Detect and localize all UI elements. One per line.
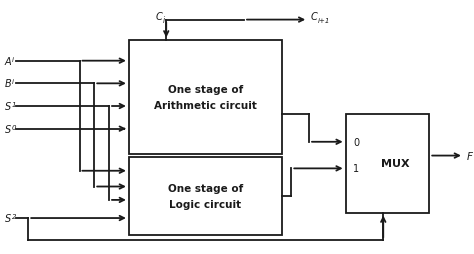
Text: B: B (5, 79, 11, 89)
Text: MUX: MUX (381, 159, 410, 169)
Text: i: i (162, 16, 164, 25)
Bar (129, 157, 282, 235)
Text: i+1: i+1 (318, 18, 330, 24)
Text: Logic circuit: Logic circuit (169, 199, 241, 209)
Text: 2: 2 (11, 213, 16, 219)
Text: i: i (11, 56, 14, 62)
Text: F: F (467, 151, 473, 161)
Text: 1: 1 (11, 102, 16, 108)
Text: Arithmetic circuit: Arithmetic circuit (154, 100, 256, 110)
Text: 0: 0 (354, 137, 360, 147)
Text: i: i (11, 79, 14, 85)
Text: 0: 0 (11, 124, 16, 130)
Bar (129, 41, 282, 154)
Text: C: C (311, 12, 318, 22)
Text: 1: 1 (354, 164, 360, 174)
Text: One stage of: One stage of (167, 183, 243, 193)
Text: A: A (5, 56, 11, 66)
Text: S: S (5, 124, 11, 134)
Bar (346, 115, 429, 213)
Text: C: C (155, 12, 162, 22)
Text: S: S (5, 213, 11, 223)
Text: One stage of: One stage of (167, 85, 243, 95)
Text: S: S (5, 102, 11, 112)
